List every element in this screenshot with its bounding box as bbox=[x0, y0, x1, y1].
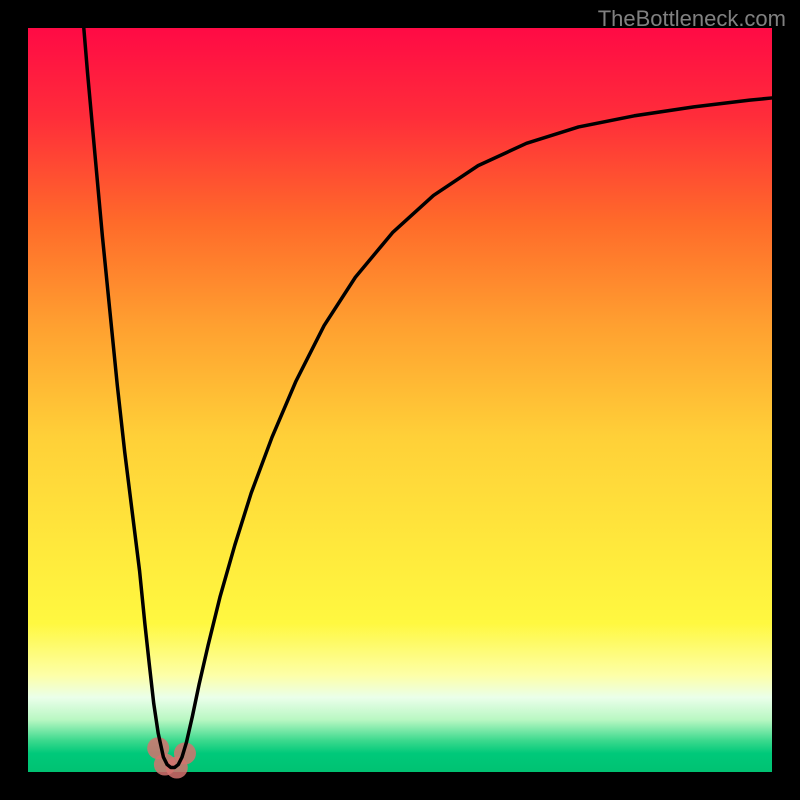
credit-label: TheBottleneck.com bbox=[598, 6, 786, 31]
bottleneck-chart: TheBottleneck.com bbox=[0, 0, 800, 800]
plot-gradient-area bbox=[28, 28, 772, 772]
